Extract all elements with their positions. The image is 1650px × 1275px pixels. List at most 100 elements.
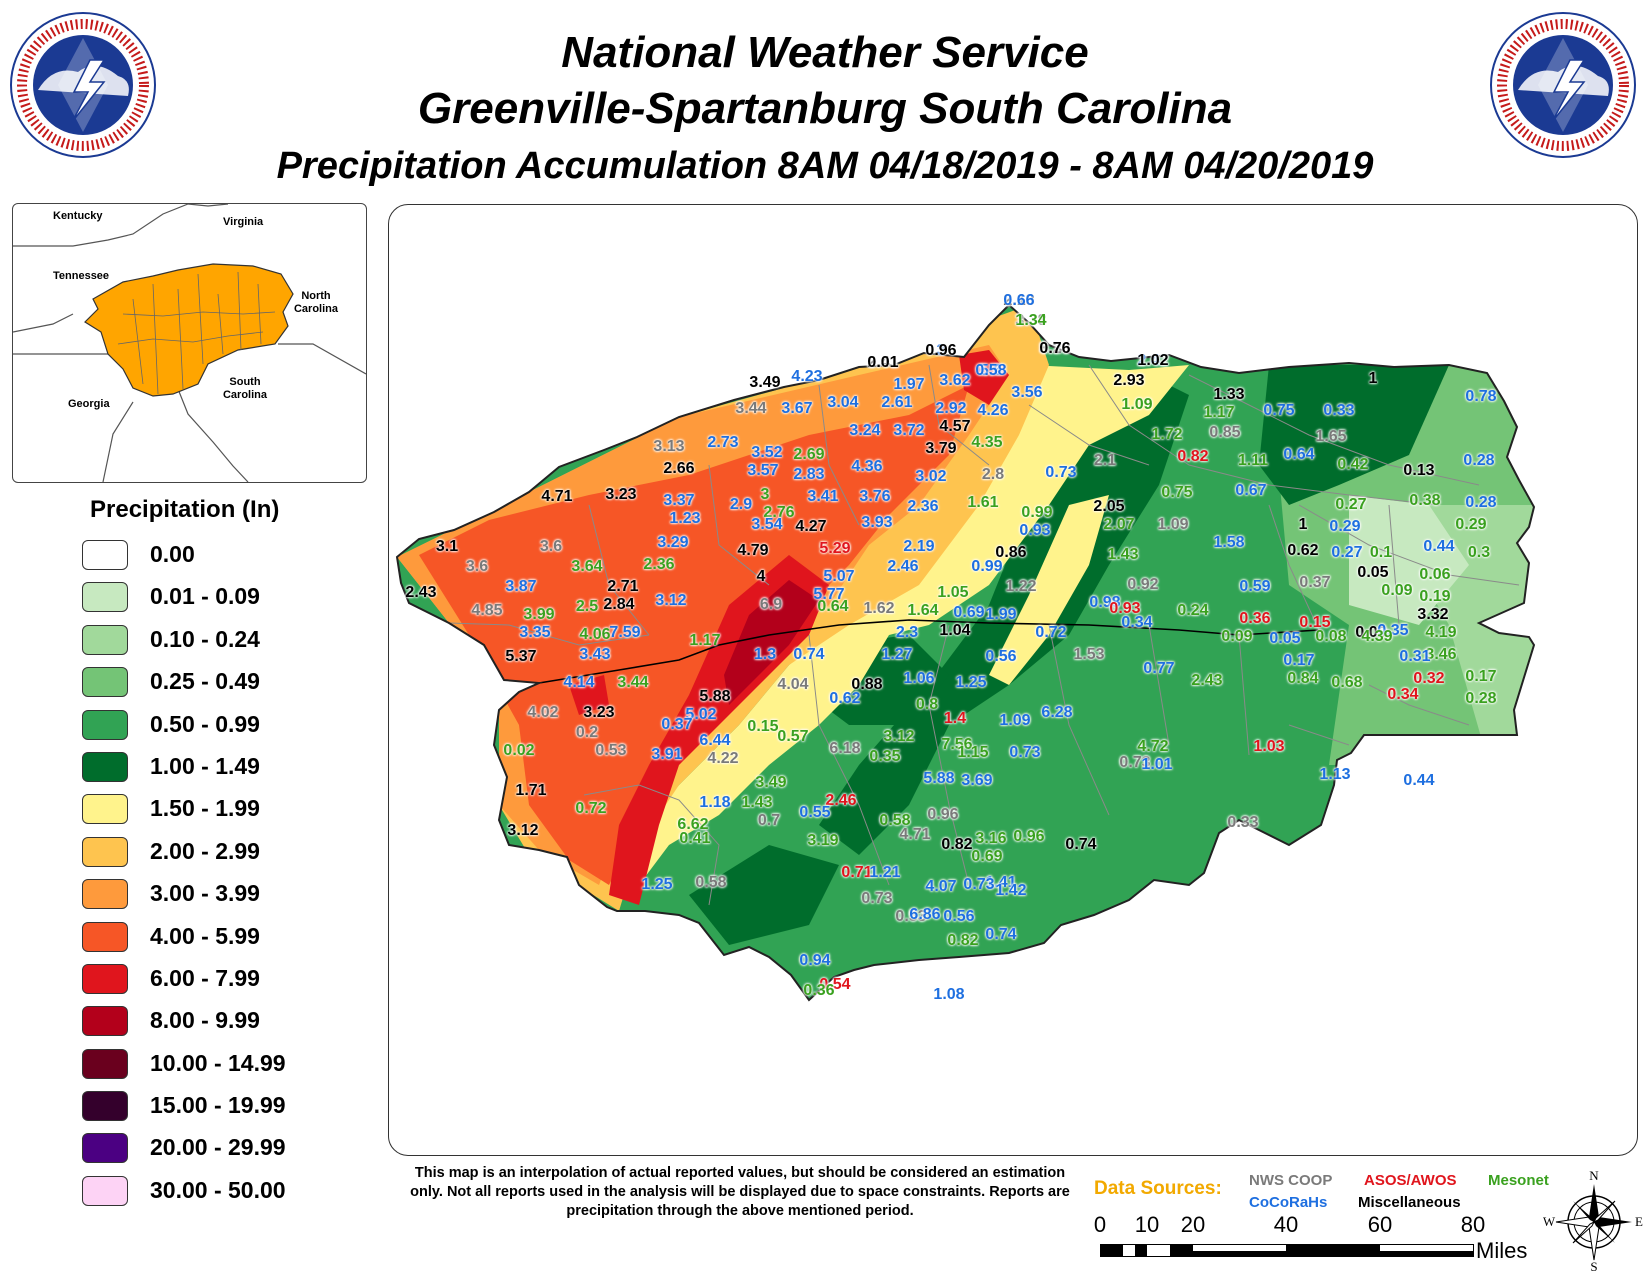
- station-report: 4.14: [563, 674, 595, 691]
- station-report: 0.44: [1423, 538, 1455, 555]
- disclaimer-text: This map is an interpolation of actual r…: [410, 1165, 1070, 1219]
- station-report: 0.98: [1089, 594, 1121, 611]
- scale-unit-miles: Miles: [1476, 1238, 1528, 1263]
- station-report: 2.43: [405, 584, 437, 601]
- station-report: 0.38: [1409, 492, 1441, 509]
- station-report: 5.77: [813, 586, 845, 603]
- station-report: 0.15: [747, 718, 779, 735]
- station-report: 0.28: [1465, 690, 1497, 707]
- station-report: 0.69: [953, 604, 985, 621]
- station-report: 3.35: [519, 624, 551, 641]
- station-report: 3.13: [653, 438, 685, 455]
- station-report: 1.05: [937, 584, 969, 601]
- compass-south: S: [1590, 1259, 1597, 1273]
- station-report: 1.13: [1319, 766, 1351, 783]
- source-mesonet: Mesonet: [1488, 1172, 1549, 1189]
- legend-swatch: [82, 963, 128, 994]
- station-report: 4.71: [899, 826, 931, 843]
- station-report: 1.17: [689, 632, 721, 649]
- station-report: 6.18: [829, 740, 861, 757]
- station-report: 3.46: [1425, 646, 1457, 663]
- station-report: 0.84: [1287, 670, 1319, 687]
- scale-tick-40: 40: [1273, 1212, 1299, 1237]
- station-report: 3.64: [571, 558, 603, 575]
- station-report: 2.3: [895, 624, 919, 641]
- legend-swatch: [82, 667, 128, 698]
- station-report: 0.88: [851, 676, 883, 693]
- station-report: 0.96: [925, 342, 957, 359]
- station-report: 2.36: [907, 498, 939, 515]
- station-report: 3.62: [939, 372, 971, 389]
- station-report: 0.08: [1315, 628, 1347, 645]
- station-report: 3.76: [859, 488, 891, 505]
- station-report: 0.94: [799, 952, 831, 969]
- station-report: 4.85: [471, 602, 503, 619]
- station-report: 2.18: [1003, 292, 1035, 309]
- station-report: 0.99: [971, 558, 1003, 575]
- station-report: 4.07: [925, 878, 957, 895]
- station-report: 3.1: [435, 538, 459, 555]
- station-report: 4.71: [541, 488, 573, 505]
- legend-label: 4.00 - 5.99: [150, 922, 260, 949]
- station-report: 1.97: [893, 376, 925, 393]
- station-report: 0.37: [661, 716, 693, 733]
- station-report: 0.13: [1403, 462, 1435, 479]
- station-report: 0.41: [679, 830, 711, 847]
- station-report: 0.17: [1465, 668, 1497, 685]
- station-report: 2.42: [1137, 352, 1169, 369]
- station-report: 3.54: [751, 516, 783, 533]
- station-report: 2.9: [729, 496, 753, 513]
- station-report: 0.78: [1465, 388, 1497, 405]
- inset-map-graphic: [13, 204, 366, 482]
- station-report: 0.72: [575, 800, 607, 817]
- station-report: 1.17: [1203, 404, 1235, 421]
- station-report: 2.66: [663, 460, 695, 477]
- station-report: 0.24: [1177, 602, 1209, 619]
- station-report: 1.33: [1213, 386, 1245, 403]
- legend-swatch: [82, 540, 128, 570]
- station-report: 2.69: [793, 446, 825, 463]
- station-report: 0.53: [595, 742, 627, 759]
- station-report: 1.71: [515, 782, 547, 799]
- station-report: 3.29: [657, 534, 689, 551]
- station-report: 0.77: [1143, 660, 1175, 677]
- station-report: 1.25: [641, 876, 673, 893]
- station-report: 0.1: [1369, 544, 1393, 561]
- station-report: 5.6: [979, 362, 1003, 379]
- station-report: 2.76: [763, 504, 795, 521]
- station-report: 0.71: [841, 864, 873, 881]
- station-report: 6.28: [1041, 704, 1073, 721]
- station-report: 3.24: [849, 422, 881, 439]
- station-report: 1.61: [967, 494, 999, 511]
- station-report: 2.1: [1093, 452, 1117, 469]
- station-report: 0.28: [1465, 494, 1497, 511]
- station-report: 4.27: [795, 518, 827, 535]
- station-report: 4.23: [791, 368, 823, 385]
- station-report: 0.55: [799, 804, 831, 821]
- station-report: 3.99: [523, 606, 555, 623]
- station-report: 0.64: [1283, 446, 1315, 463]
- station-report: 0.62: [829, 690, 861, 707]
- legend-swatch: [82, 921, 128, 952]
- station-report: 0.92: [1127, 576, 1159, 593]
- legend-swatch: [82, 624, 128, 655]
- station-report: 3.37: [663, 492, 695, 509]
- station-report: 0.32: [1413, 670, 1445, 687]
- station-report: 1.04: [939, 622, 971, 639]
- station-report: 6.9: [759, 596, 783, 613]
- station-report: 7.59: [609, 624, 641, 641]
- station-report: 0.33: [1227, 814, 1259, 831]
- station-report: 0.27: [1335, 496, 1367, 513]
- station-report: 2.41: [867, 354, 899, 371]
- station-report: 3: [760, 486, 770, 503]
- station-report: 3.49: [749, 374, 781, 391]
- station-report: 0.57: [777, 728, 809, 745]
- inset-label-north-carolina: North Carolina: [293, 290, 338, 315]
- station-report: 3.04: [827, 394, 859, 411]
- station-report: 1.43: [741, 794, 773, 811]
- station-report: 3.44: [617, 674, 649, 691]
- station-report: 3.93: [861, 514, 893, 531]
- station-report: 3.52: [751, 444, 783, 461]
- legend-label: 2.00 - 2.99: [150, 837, 260, 864]
- legend-label: 0.00: [150, 541, 195, 567]
